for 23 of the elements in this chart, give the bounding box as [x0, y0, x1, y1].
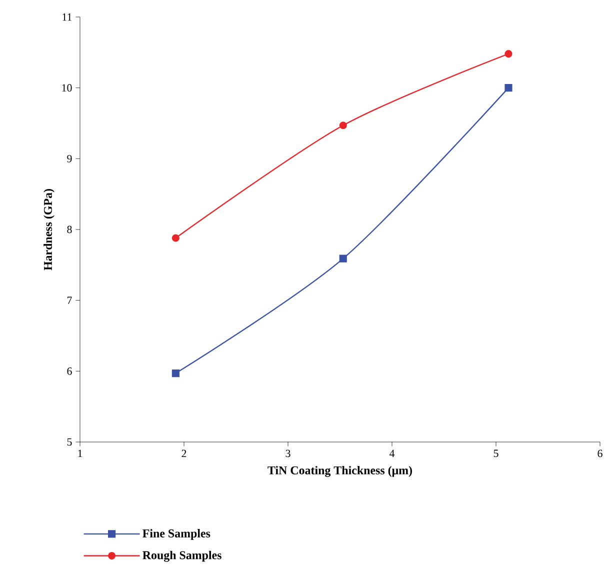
x-tick-label: 1	[78, 450, 82, 458]
legend-label: Rough Samples	[142, 550, 222, 562]
x-tick-label: 4	[389, 450, 395, 457]
point	[504, 50, 512, 58]
x-tick-label: 2	[182, 450, 186, 458]
x-tick-label: 3	[286, 450, 290, 458]
x-tick-label: 5	[494, 450, 498, 458]
y-tick-label: 7	[67, 296, 72, 304]
y-tick-label: 8	[67, 226, 72, 234]
x-axis-title: TiN Coating Thickness (μm)	[268, 466, 412, 477]
y-tick-label: 9	[67, 154, 72, 162]
point	[172, 370, 180, 378]
y-tick-label: 5	[67, 438, 72, 446]
legend-label: Fine Samples	[142, 529, 210, 540]
point	[172, 234, 180, 242]
y-tick-label: 10	[62, 84, 72, 92]
x-tick-label: 6	[598, 450, 602, 458]
point	[339, 254, 347, 262]
y-tick-label: 6	[67, 367, 72, 375]
point	[339, 122, 347, 130]
point	[504, 84, 512, 92]
y-axis-title: Hardness (GPa)	[44, 189, 54, 270]
y-tick-label: 11	[62, 13, 72, 21]
